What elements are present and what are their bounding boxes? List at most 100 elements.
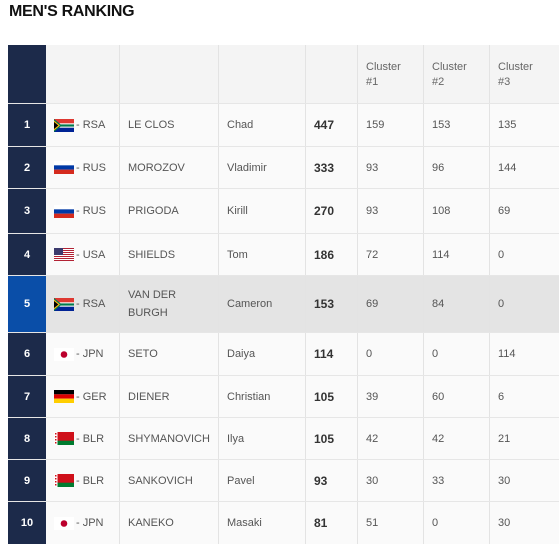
cluster-3-cell: 0 bbox=[490, 234, 559, 275]
last-name-cell-text: LE CLOS bbox=[128, 119, 175, 131]
cluster-3-cell-text: 144 bbox=[498, 161, 517, 174]
points-cell: 93 bbox=[306, 460, 358, 501]
table-row[interactable]: 10 - JPN KANEKO Masaki 81 51 0 30 bbox=[8, 501, 559, 544]
header-cluster-1: Cluster #1 bbox=[358, 45, 424, 103]
points-cell: 270 bbox=[306, 189, 358, 233]
cluster-3-cell: 144 bbox=[490, 147, 559, 188]
table-row[interactable]: 9 - BLR SANKOVICH Pavel 93 30 33 30 bbox=[8, 459, 559, 501]
rank-cell-text: 4 bbox=[23, 248, 31, 261]
cluster-3-cell-text: 0 bbox=[498, 298, 505, 310]
rank-cell: 9 bbox=[8, 460, 46, 501]
first-name-cell-text: Masaki bbox=[227, 517, 262, 529]
nation-cell: - BLR bbox=[46, 460, 120, 501]
cluster-3-cell-text: 0 bbox=[498, 248, 505, 261]
table-row[interactable]: 8 - BLR SHYMANOVICH Ilya 105 42 42 21 bbox=[8, 417, 559, 459]
cluster-1-cell-text: 72 bbox=[366, 248, 379, 261]
cluster-2-cell-text: 96 bbox=[432, 161, 445, 174]
rank-cell: 10 bbox=[8, 502, 46, 544]
rank-cell-text: 6 bbox=[23, 348, 31, 360]
cluster-3-cell: 21 bbox=[490, 418, 559, 459]
first-name-cell: Kirill bbox=[219, 189, 306, 233]
first-name-cell: Chad bbox=[219, 104, 306, 146]
last-name-cell-text: VAN DER BURGH bbox=[128, 289, 177, 319]
first-name-cell-text: Daiya bbox=[227, 348, 256, 360]
last-name-cell: PRIGODA bbox=[120, 189, 219, 233]
last-name-cell-text: KANEKO bbox=[128, 517, 174, 529]
header-points bbox=[306, 45, 358, 103]
first-name-cell-text: Cameron bbox=[227, 298, 273, 310]
cluster-1-cell: 93 bbox=[358, 189, 424, 233]
nation-cell: - RSA bbox=[46, 276, 120, 332]
cluster-3-cell: 114 bbox=[490, 333, 559, 375]
points-cell: 153 bbox=[306, 276, 358, 332]
rank-cell: 1 bbox=[8, 104, 46, 146]
nation-code: - BLR bbox=[76, 474, 105, 487]
nation-code: - USA bbox=[76, 248, 106, 261]
last-name-cell-text: SETO bbox=[128, 348, 158, 360]
cluster-2-cell: 96 bbox=[424, 147, 490, 188]
cluster-1-cell-text: 93 bbox=[366, 205, 379, 217]
table-row[interactable]: 3 - RUS PRIGODA Kirill 270 93 108 69 bbox=[8, 188, 559, 233]
rank-cell-text: 9 bbox=[23, 474, 31, 487]
last-name-cell: SHIELDS bbox=[120, 234, 219, 275]
rank-cell: 2 bbox=[8, 147, 46, 188]
nation-code: - JPN bbox=[76, 348, 104, 360]
points-cell-text: 153 bbox=[314, 297, 335, 311]
cluster-2-cell-text: 60 bbox=[432, 390, 445, 403]
last-name-cell: SANKOVICH bbox=[120, 460, 219, 501]
cluster-2-cell: 0 bbox=[424, 333, 490, 375]
first-name-cell: Daiya bbox=[219, 333, 306, 375]
first-name-cell: Tom bbox=[219, 234, 306, 275]
last-name-cell-text: SHIELDS bbox=[128, 248, 176, 261]
table-row[interactable]: 5 - RSA VAN DER BURGH Cameron 153 69 84 0 bbox=[8, 275, 559, 332]
cluster-3-cell: 69 bbox=[490, 189, 559, 233]
points-cell: 114 bbox=[306, 333, 358, 375]
nation-code: - JPN bbox=[76, 517, 104, 529]
points-cell-text: 81 bbox=[314, 516, 328, 530]
rank-cell-text: 2 bbox=[23, 161, 31, 174]
cluster-2-cell: 42 bbox=[424, 418, 490, 459]
last-name-cell: KANEKO bbox=[120, 502, 219, 544]
rank-cell: 4 bbox=[8, 234, 46, 275]
cluster-1-cell: 69 bbox=[358, 276, 424, 332]
nation-code: - RSA bbox=[76, 298, 106, 310]
first-name-cell-text: Christian bbox=[227, 390, 271, 403]
cluster-1-cell: 30 bbox=[358, 460, 424, 501]
nation-cell: - RUS bbox=[46, 147, 120, 188]
nation-cell: - GER bbox=[46, 376, 120, 417]
table-row[interactable]: 6 - JPN SETO Daiya 114 0 0 114 bbox=[8, 332, 559, 375]
first-name-cell: Masaki bbox=[219, 502, 306, 544]
cluster-3-cell: 30 bbox=[490, 502, 559, 544]
points-cell: 81 bbox=[306, 502, 358, 544]
points-cell: 105 bbox=[306, 376, 358, 417]
rank-cell: 3 bbox=[8, 189, 46, 233]
first-name-cell: Christian bbox=[219, 376, 306, 417]
points-cell-text: 114 bbox=[314, 347, 334, 361]
table-row[interactable]: 4 - USA SHIELDS Tom 186 72 114 0 bbox=[8, 233, 559, 275]
first-name-cell: Vladimir bbox=[219, 147, 306, 188]
cluster-1-cell: 159 bbox=[358, 104, 424, 146]
points-cell-text: 93 bbox=[314, 473, 328, 488]
points-cell-text: 447 bbox=[314, 118, 335, 132]
rank-cell-text: 1 bbox=[23, 119, 31, 131]
nation-code: - GER bbox=[76, 390, 107, 403]
table-row[interactable]: 2 - RUS MOROZOV Vladimir 333 93 96 144 bbox=[8, 146, 559, 188]
first-name-cell-text: Chad bbox=[227, 119, 254, 131]
table-row[interactable]: 1 - RSA LE CLOS Chad 447 159 153 135 bbox=[8, 103, 559, 146]
rank-cell-text: 7 bbox=[23, 390, 31, 403]
cluster-1-cell-text: 30 bbox=[366, 474, 379, 487]
last-name-cell-text: PRIGODA bbox=[128, 205, 179, 217]
blr-flag-icon bbox=[54, 432, 74, 445]
rus-flag-icon bbox=[54, 204, 74, 218]
header-rank bbox=[8, 45, 46, 103]
points-cell-text: 186 bbox=[314, 247, 335, 262]
header-nation bbox=[46, 45, 120, 103]
cluster-3-cell-text: 30 bbox=[498, 517, 511, 529]
usa-flag-icon bbox=[54, 248, 74, 261]
points-cell: 333 bbox=[306, 147, 358, 188]
rank-cell: 7 bbox=[8, 376, 46, 417]
table-row[interactable]: 7 - GER DIENER Christian 105 39 60 6 bbox=[8, 375, 559, 417]
cluster-1-cell-text: 69 bbox=[366, 298, 379, 310]
last-name-cell: MOROZOV bbox=[120, 147, 219, 188]
header-cluster-3: Cluster #3 bbox=[498, 61, 533, 88]
